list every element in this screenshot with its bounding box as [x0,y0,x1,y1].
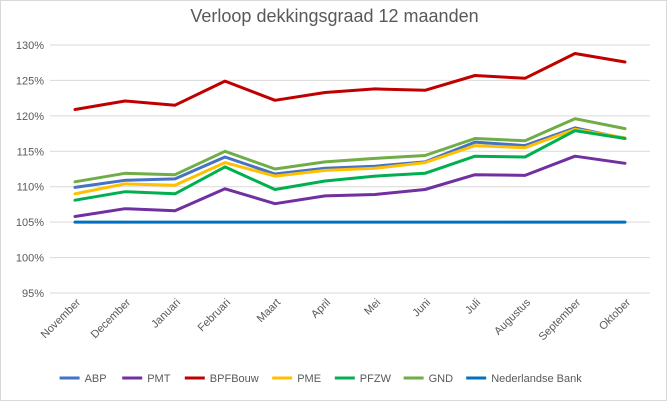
y-tick-label: 130% [16,40,44,52]
legend-label: Nederlandse Bank [491,373,582,385]
legend-item: BPFBouw [184,373,259,385]
legend-label: ABP [85,373,107,385]
x-tick-label: December [89,296,134,341]
y-tick-label: 115% [17,146,45,158]
series-line-pfzw [73,129,627,202]
series-line-pme [73,127,627,196]
series-line-gnd [73,117,627,184]
x-tick-label: Augustus [492,296,533,337]
y-tick-label: 120% [16,111,44,123]
legend-label: PME [297,373,321,385]
legend-item: PFZW [334,373,392,385]
legend-label: PMT [147,373,171,385]
x-tick-label: November [39,296,84,341]
chart-title: Verloop dekkingsgraad 12 maanden [190,6,479,26]
series-line-bpfbouw [73,52,627,111]
y-tick-label: 105% [16,217,44,229]
legend-item: GND [403,373,454,385]
x-tick-label: Januari [149,297,183,331]
x-tick-label: Maart [255,297,283,325]
legend-item: Nederlandse Bank [466,373,582,385]
x-tick-label: Februari [196,297,233,334]
y-tick-label: 100% [16,253,44,265]
y-tick-label: 95% [22,288,44,300]
x-tick-label: Mei [362,297,383,318]
legend-label: PFZW [360,373,392,385]
x-tick-label: Juni [410,297,433,320]
legend-label: GND [429,373,454,385]
x-tick-label: Juli [463,297,483,317]
legend-item: PME [272,373,321,385]
series-line-abp [73,126,627,189]
legend-label: BPFBouw [210,373,259,385]
x-tick-label: Oktober [597,296,633,332]
series-line-pmt [73,154,627,218]
legend-item: PMT [122,373,171,385]
y-tick-label: 125% [16,75,44,87]
y-tick-label: 110% [17,182,45,194]
legend-item: ABP [59,373,107,385]
x-tick-label: April [309,297,333,321]
x-tick-label: September [537,296,584,343]
